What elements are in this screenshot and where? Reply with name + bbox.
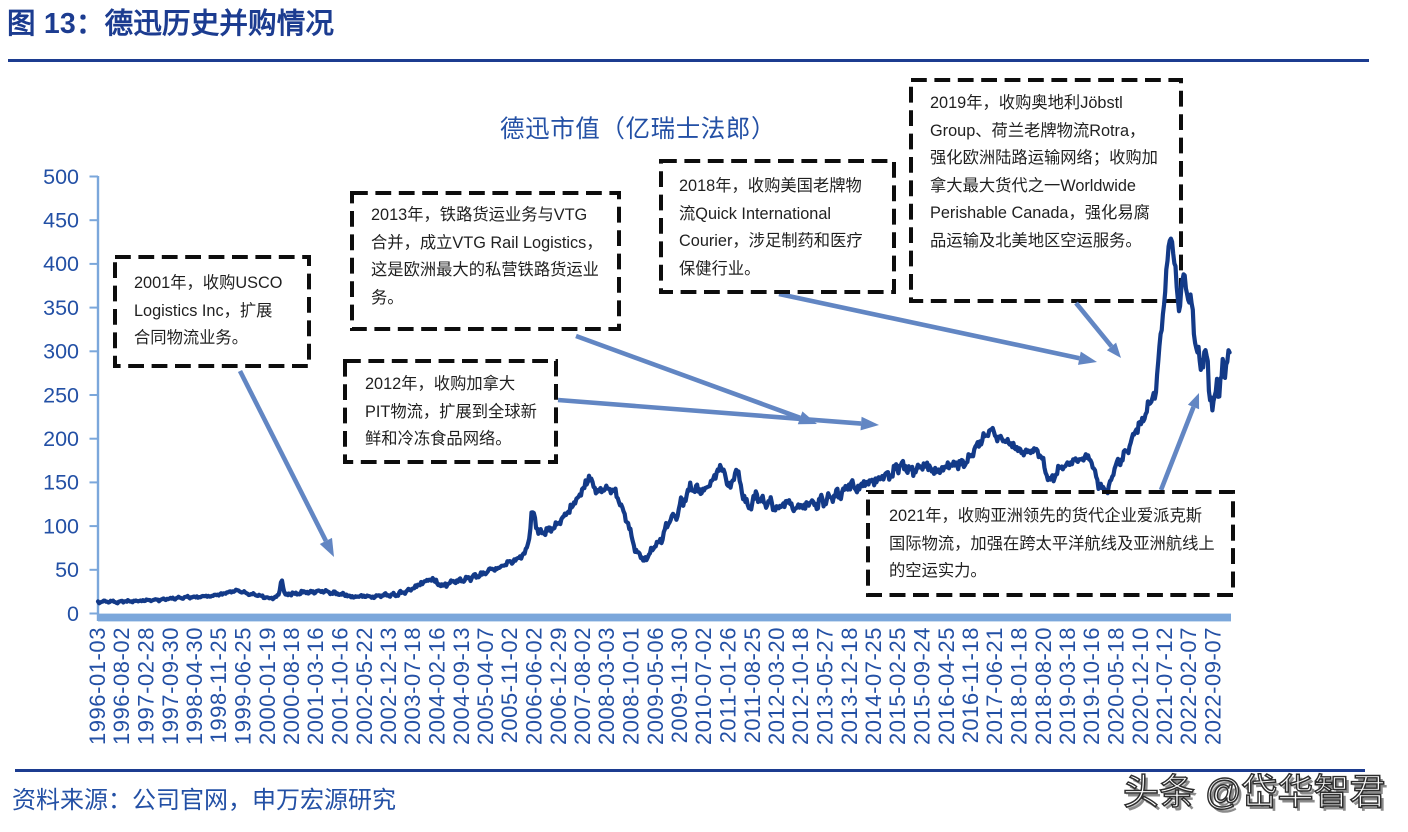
svg-text:2022-02-07: 2022-02-07 [1176, 627, 1201, 745]
svg-text:1998-04-30: 1998-04-30 [182, 627, 207, 745]
svg-text:450: 450 [43, 209, 79, 233]
svg-text:2017-06-21: 2017-06-21 [982, 627, 1007, 745]
svg-text:2009-11-30: 2009-11-30 [667, 627, 692, 743]
svg-text:2003-07-18: 2003-07-18 [400, 627, 425, 745]
svg-text:1997-02-28: 1997-02-28 [134, 627, 159, 745]
svg-text:2022-09-07: 2022-09-07 [1201, 627, 1226, 745]
svg-text:2004-02-16: 2004-02-16 [425, 627, 450, 745]
svg-text:2012-03-20: 2012-03-20 [764, 627, 789, 745]
svg-text:150: 150 [43, 471, 79, 495]
svg-text:350: 350 [43, 296, 79, 320]
svg-text:2016-11-18: 2016-11-18 [958, 627, 983, 743]
svg-text:2006-12-29: 2006-12-29 [546, 627, 571, 745]
svg-text:300: 300 [43, 340, 79, 364]
svg-text:2004-09-13: 2004-09-13 [449, 627, 474, 745]
svg-text:0: 0 [67, 602, 79, 626]
svg-text:2000-01-19: 2000-01-19 [255, 627, 280, 745]
svg-text:2002-12-13: 2002-12-13 [376, 627, 401, 745]
svg-text:100: 100 [43, 514, 79, 538]
svg-text:2013-05-27: 2013-05-27 [813, 627, 838, 745]
svg-text:2011-01-26: 2011-01-26 [716, 627, 741, 743]
svg-text:2015-02-25: 2015-02-25 [885, 627, 910, 745]
svg-text:200: 200 [43, 427, 79, 451]
svg-text:2002-05-22: 2002-05-22 [352, 627, 377, 745]
svg-text:500: 500 [43, 165, 79, 189]
svg-text:2013-12-18: 2013-12-18 [837, 627, 862, 745]
svg-text:1996-08-02: 1996-08-02 [109, 627, 134, 745]
svg-text:250: 250 [43, 383, 79, 407]
svg-text:2021-07-12: 2021-07-12 [1152, 627, 1177, 745]
svg-text:1996-01-03: 1996-01-03 [85, 627, 110, 745]
svg-text:2012-10-18: 2012-10-18 [788, 627, 813, 745]
svg-text:50: 50 [55, 558, 79, 582]
svg-text:2005-04-07: 2005-04-07 [473, 627, 498, 745]
svg-text:2016-04-25: 2016-04-25 [934, 627, 959, 745]
svg-text:2005-11-02: 2005-11-02 [497, 627, 522, 743]
svg-text:2018-01-18: 2018-01-18 [1007, 627, 1032, 745]
svg-text:2019-10-16: 2019-10-16 [1079, 627, 1104, 745]
svg-text:2010-07-02: 2010-07-02 [691, 627, 716, 745]
svg-text:2001-10-16: 2001-10-16 [328, 627, 353, 745]
svg-text:2000-08-18: 2000-08-18 [279, 627, 304, 745]
svg-text:400: 400 [43, 252, 79, 276]
svg-text:1999-06-25: 1999-06-25 [231, 627, 256, 745]
svg-text:2020-12-10: 2020-12-10 [1128, 627, 1153, 745]
svg-text:2018-08-20: 2018-08-20 [1031, 627, 1056, 745]
svg-text:2020-05-18: 2020-05-18 [1104, 627, 1129, 745]
svg-text:2015-09-24: 2015-09-24 [910, 627, 935, 745]
svg-text:2019-03-18: 2019-03-18 [1055, 627, 1080, 745]
svg-text:2009-05-06: 2009-05-06 [643, 627, 668, 745]
svg-text:2007-08-02: 2007-08-02 [570, 627, 595, 745]
svg-text:2001-03-16: 2001-03-16 [303, 627, 328, 745]
svg-text:2011-08-25: 2011-08-25 [740, 627, 765, 743]
svg-text:2008-03-03: 2008-03-03 [594, 627, 619, 745]
svg-text:1998-11-25: 1998-11-25 [206, 627, 231, 743]
svg-text:1997-09-30: 1997-09-30 [158, 627, 183, 745]
svg-text:2014-07-25: 2014-07-25 [861, 627, 886, 745]
svg-text:2006-06-02: 2006-06-02 [522, 627, 547, 745]
svg-text:2008-10-01: 2008-10-01 [619, 627, 644, 745]
